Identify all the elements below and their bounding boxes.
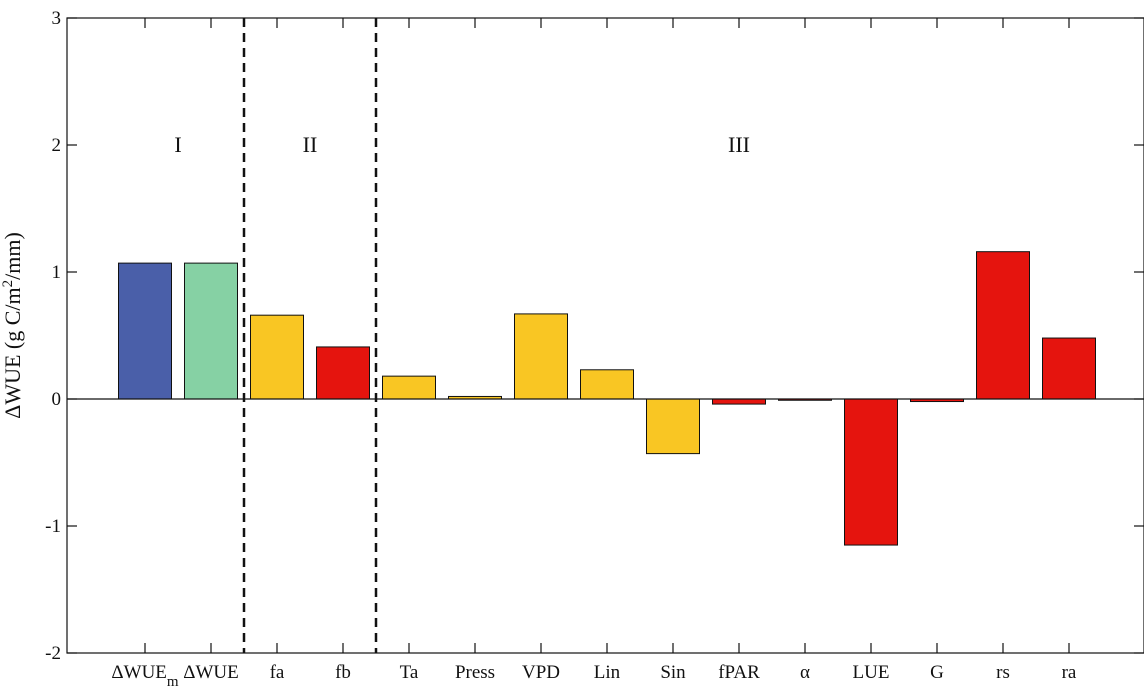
y-tick-label: -2 [45,643,61,664]
bar-2 [250,314,304,400]
x-tick-label: Lin [594,662,621,683]
x-tick-label: Ta [400,662,419,683]
bar-1 [184,262,238,400]
x-tick-label: ra [1062,662,1077,683]
x-tick-label: fa [270,662,285,683]
bar-13 [976,251,1030,400]
region-label-3: III [728,132,750,157]
region-label-2: II [303,132,318,157]
region-label-1: I [174,132,181,157]
x-tick-label: fPAR [718,662,760,683]
x-tick-label: ΔWUEm [111,662,178,690]
x-tick-label: Sin [660,662,686,683]
bar-3 [316,346,370,400]
labels-layer: -2 -1 0 1 2 3 ΔWUEm ΔWUE fa fb Ta Press VPD Lin Sin fPA… [0,8,1077,690]
bar-4 [382,375,436,400]
bar-14 [1042,337,1096,400]
bar-7 [580,369,634,400]
x-tick-label: VPD [522,662,560,683]
bar-11 [844,398,898,546]
y-tick-label: -1 [45,516,61,537]
axes-layer [66,17,1144,654]
bar-8 [646,398,700,455]
x-tick-label: G [930,662,944,683]
y-tick-label: 3 [52,8,62,29]
x-tick-label: LUE [853,662,890,683]
plot-frame [66,17,1144,654]
bars-layer [118,251,1096,546]
y-axis-label: ΔWUE (g C/m2/mm) [0,232,25,419]
x-tick-label: α [800,662,810,683]
y-tick-label: 0 [52,389,62,410]
y-tick-label: 2 [52,135,62,156]
x-tick-label: fb [335,662,351,683]
y-tick-label: 1 [52,262,62,283]
x-tick-label: rs [996,662,1010,683]
bar-0 [118,262,172,400]
x-tick-label: Press [455,662,495,683]
bar-6 [514,313,568,400]
x-tick-label: ΔWUE [183,662,238,683]
bar-9 [712,398,766,405]
